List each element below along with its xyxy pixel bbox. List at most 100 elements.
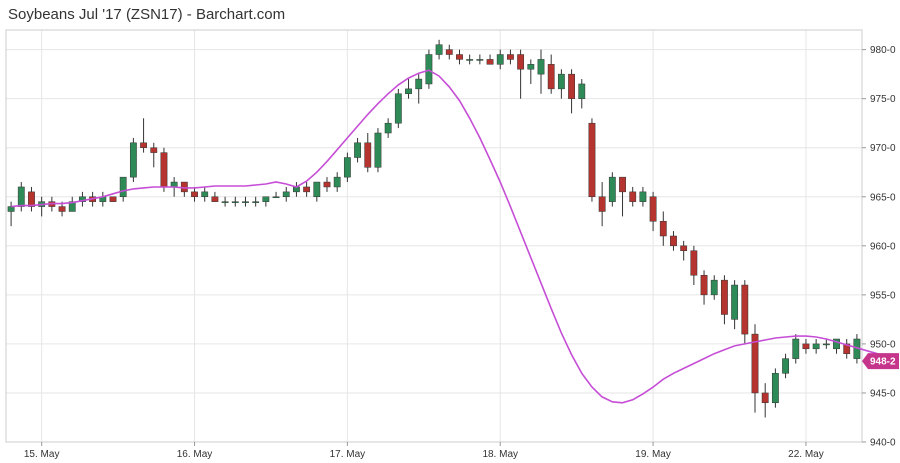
candlestick [109, 196, 117, 202]
candlestick [242, 196, 249, 207]
candlestick [802, 339, 810, 354]
candle-body [323, 181, 331, 188]
candle-body [507, 54, 514, 60]
candle-body [659, 221, 667, 237]
candlestick [333, 172, 341, 192]
candlestick [303, 182, 311, 197]
candle-body [303, 186, 311, 193]
candle-body [7, 206, 15, 212]
candlestick [507, 49, 514, 65]
candle-body [731, 284, 739, 320]
candle-body [761, 392, 769, 404]
candlestick [99, 191, 107, 207]
candlestick [313, 181, 321, 202]
candle-body [119, 176, 127, 198]
candle-body [822, 343, 830, 346]
candlestick [710, 275, 718, 300]
candle-body [160, 152, 168, 188]
candlestick [211, 191, 219, 202]
candlestick [415, 74, 423, 104]
candlestick [822, 339, 830, 349]
x-tick-label: 18. May [482, 449, 518, 460]
candle-body [394, 93, 402, 124]
candle-body [150, 147, 158, 153]
candlestick [435, 39, 443, 60]
candlestick [354, 137, 361, 163]
candlestick [262, 196, 270, 207]
candle-body [140, 142, 147, 148]
candlestick [394, 88, 402, 129]
candle-body [588, 122, 596, 198]
candle-body [700, 274, 708, 296]
candlestick [201, 186, 209, 202]
candlestick [323, 177, 331, 192]
candle-body [619, 176, 626, 193]
candle-body [496, 54, 504, 65]
candle-body [466, 59, 474, 61]
candle-body [415, 78, 423, 90]
candle-body [710, 279, 718, 296]
candlestick [568, 69, 575, 114]
candlestick [476, 54, 484, 65]
candle-body [282, 191, 290, 198]
candlestick [517, 49, 525, 99]
candle-body [741, 284, 749, 335]
candlestick [527, 59, 535, 84]
candlestick [221, 196, 229, 207]
candle-body [129, 142, 137, 178]
candle-body [670, 235, 677, 247]
candlestick [751, 324, 759, 413]
candlestick [231, 196, 239, 207]
candle-body [313, 181, 321, 198]
candle-body [639, 191, 647, 202]
candlestick [282, 186, 290, 202]
candlestick [537, 49, 545, 94]
y-tick-label: 955-0 [870, 290, 896, 301]
candle-body [17, 186, 25, 207]
candle-layer [7, 39, 861, 418]
candlestick [659, 211, 667, 246]
current-price-tag: 948-2 [862, 353, 899, 370]
candlestick [670, 231, 677, 251]
candle-body [405, 88, 412, 95]
candlestick [445, 44, 453, 60]
candle-body [812, 343, 820, 350]
candlestick [252, 196, 260, 207]
candle-body [608, 176, 616, 202]
candlestick [700, 270, 708, 305]
candlestick [191, 186, 198, 202]
candlestick [160, 147, 168, 192]
candle-body [425, 54, 433, 85]
candlestick [782, 353, 789, 379]
candlestick [843, 339, 851, 359]
y-tick-label: 975-0 [870, 94, 896, 105]
candlestick [364, 133, 372, 173]
y-axis: 980-0 975-0 970-0 965-0 960-0 955-0 950-0 945-0… [862, 45, 896, 449]
candlestick [608, 172, 616, 207]
candle-body [252, 201, 260, 203]
y-tick-label: 965-0 [870, 192, 896, 203]
x-tick-label: 22. May [788, 449, 824, 460]
candlestick [180, 181, 188, 197]
candlestick [598, 182, 606, 227]
candle-body [537, 59, 545, 75]
moving-average-line [11, 69, 898, 404]
x-tick-label: 19. May [635, 449, 671, 460]
candle-body [476, 59, 484, 61]
candle-body [629, 191, 637, 202]
candlestick [629, 186, 637, 207]
candle-body [792, 338, 800, 359]
candle-body [578, 83, 586, 99]
candle-body [568, 73, 575, 99]
y-tick-label: 950-0 [870, 339, 896, 350]
candlestick [547, 54, 555, 94]
candlestick [578, 79, 586, 109]
candle-body [721, 279, 728, 315]
candlestick [38, 196, 46, 217]
candlestick [119, 176, 127, 202]
candlestick [649, 191, 657, 232]
candle-body [435, 44, 443, 55]
candlestick [405, 79, 412, 99]
candle-body [333, 176, 341, 188]
